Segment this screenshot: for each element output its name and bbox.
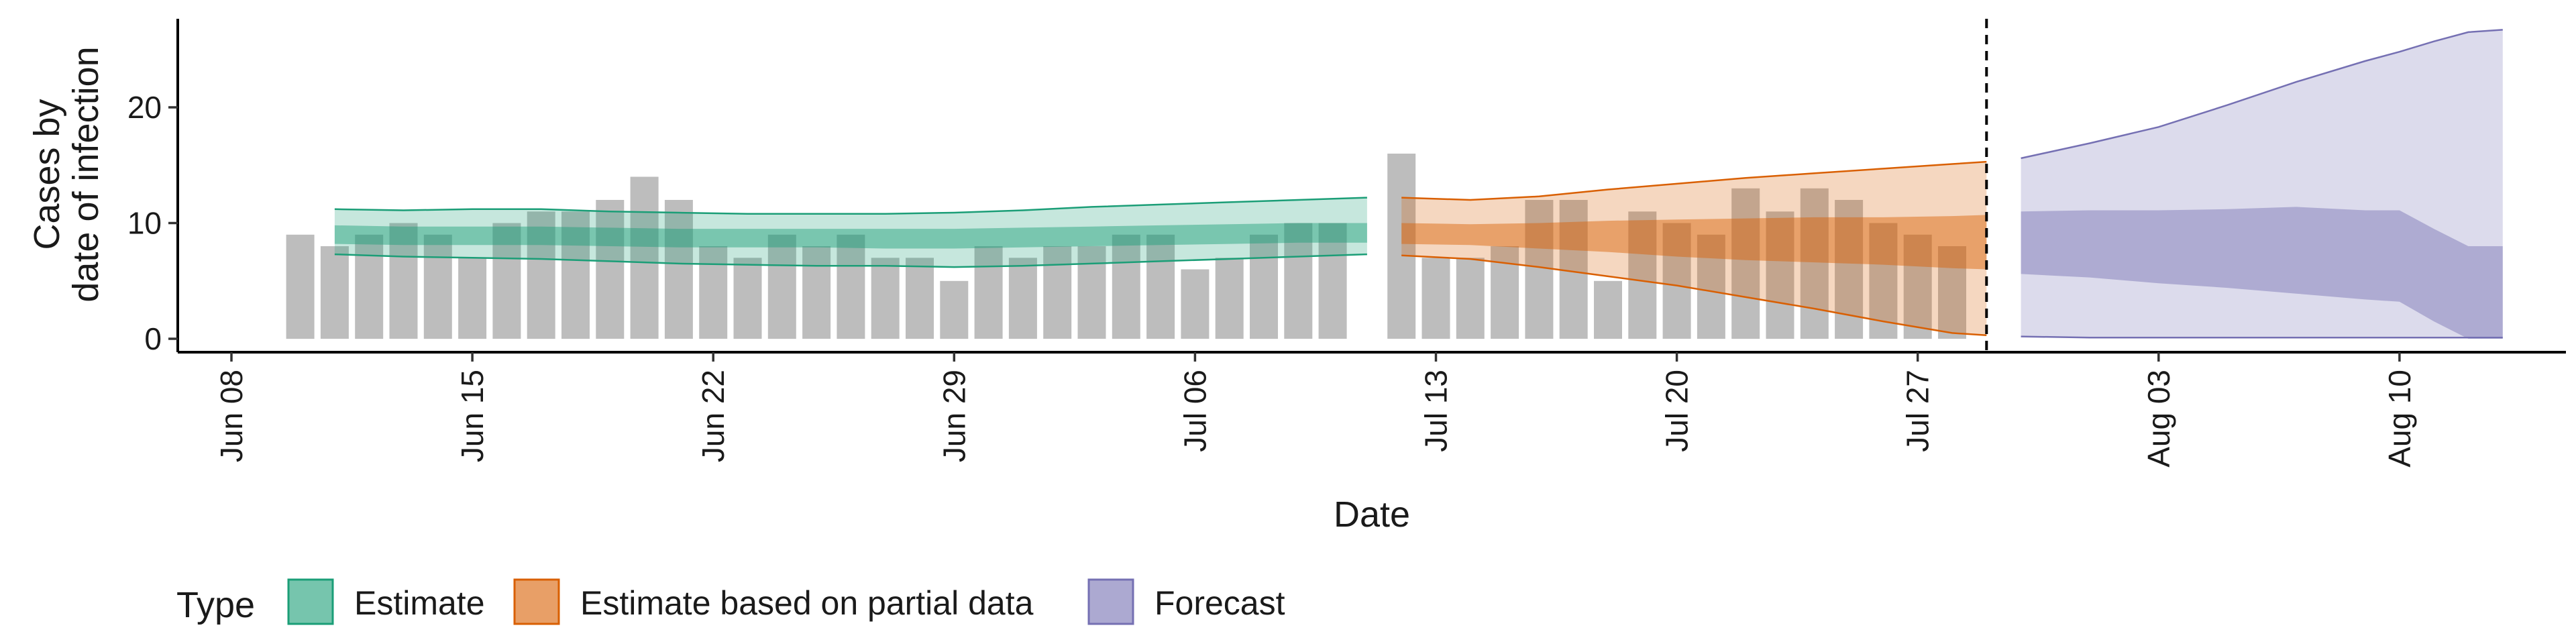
bar — [1662, 223, 1691, 339]
x-tick-label: Aug 10 — [2382, 370, 2417, 468]
bar — [802, 246, 831, 339]
legend-key-estimate — [287, 578, 334, 625]
estimate-band-50 — [334, 223, 1367, 249]
bar — [561, 211, 590, 339]
bar — [906, 258, 934, 339]
bar — [1387, 154, 1416, 339]
bar — [1421, 258, 1450, 339]
bar — [1525, 200, 1554, 339]
y-tick-label: 10 — [127, 206, 162, 241]
x-tick-label: Jul 13 — [1419, 370, 1454, 452]
bar — [837, 234, 865, 339]
legend: Type Estimate Estimate based on partial da… — [176, 578, 1285, 625]
y-axis-title-line-1: Cases by — [27, 99, 67, 250]
estimate-based-on-partial-data-lower-line — [1401, 254, 1987, 337]
bar — [1628, 211, 1657, 339]
estimate-upper-line — [334, 197, 1367, 215]
forecast-lower-line — [2021, 335, 2503, 339]
bar — [1077, 246, 1106, 339]
bar — [458, 258, 487, 339]
bar — [1697, 234, 1725, 339]
bar — [1215, 258, 1244, 339]
bar — [1008, 258, 1037, 339]
legend-title: Type — [176, 585, 255, 625]
estimate-band-90 — [334, 197, 1367, 268]
forecast-upper-line — [2021, 29, 2503, 160]
x-tick-label: Jul 20 — [1660, 370, 1695, 452]
bar — [1284, 223, 1313, 339]
legend-key-forecast — [1087, 578, 1134, 625]
bar — [871, 258, 900, 339]
bar — [1181, 269, 1210, 339]
bar — [355, 234, 384, 339]
legend-key-estimate-based-on-partial-data — [513, 578, 560, 625]
bar — [286, 234, 315, 339]
bar — [699, 246, 728, 339]
bar — [767, 234, 796, 339]
estimate-based-on-partial-data-band-50 — [1401, 215, 1987, 270]
bar — [664, 200, 693, 339]
x-tick-label: Aug 03 — [2141, 370, 2176, 468]
forecast-band-90 — [2021, 30, 2503, 338]
bar — [1903, 234, 1932, 339]
bar — [1112, 234, 1140, 339]
bar — [1800, 188, 1829, 339]
axes-layer: 0 10 20 Jun 08 Jun 15 Jun 22 Jun 29 Jul 06 Jul 1… — [127, 19, 2566, 468]
x-tick-label: Jul 06 — [1177, 370, 1212, 452]
bar — [1594, 280, 1622, 339]
bar — [940, 280, 969, 339]
bar — [733, 258, 762, 339]
bar — [1559, 200, 1588, 339]
bar — [527, 211, 555, 339]
bar — [320, 246, 349, 339]
bar — [1731, 188, 1760, 339]
bar — [1456, 258, 1485, 339]
bar — [1250, 234, 1278, 339]
legend-label-forecast: Forecast — [1155, 584, 1285, 622]
bar — [492, 223, 521, 339]
bar — [423, 234, 452, 339]
y-axis-title-line-2: date of infection — [66, 46, 106, 302]
x-tick-label: Jun 15 — [455, 370, 490, 462]
estimate-based-on-partial-data-upper-line — [1401, 160, 1987, 201]
forecast-band-50 — [2021, 207, 2503, 339]
x-tick-label: Jun 08 — [214, 370, 249, 462]
y-tick-label: 20 — [127, 90, 162, 125]
bar — [1043, 246, 1072, 339]
legend-label-estimate-based-on-partial-data: Estimate based on partial data — [580, 584, 1034, 622]
ribbons-layer — [334, 29, 2503, 339]
bar — [1318, 223, 1347, 339]
x-tick-label: Jun 29 — [936, 370, 971, 462]
x-tick-label: Jun 22 — [696, 370, 731, 462]
bar — [1938, 246, 1966, 339]
bar — [596, 200, 625, 339]
x-tick-label: Jul 27 — [1900, 370, 1935, 452]
bar — [974, 246, 1003, 339]
x-axis-title: Date — [1334, 494, 1410, 535]
bar — [389, 223, 418, 339]
bar — [1766, 211, 1794, 339]
estimate-lower-line — [334, 253, 1367, 268]
bar — [1146, 234, 1175, 339]
estimate-based-on-partial-data-band-90 — [1401, 162, 1987, 335]
bar — [630, 176, 659, 339]
bars-layer — [286, 154, 1966, 339]
legend-label-estimate: Estimate — [354, 584, 485, 622]
y-tick-label: 0 — [144, 321, 162, 356]
